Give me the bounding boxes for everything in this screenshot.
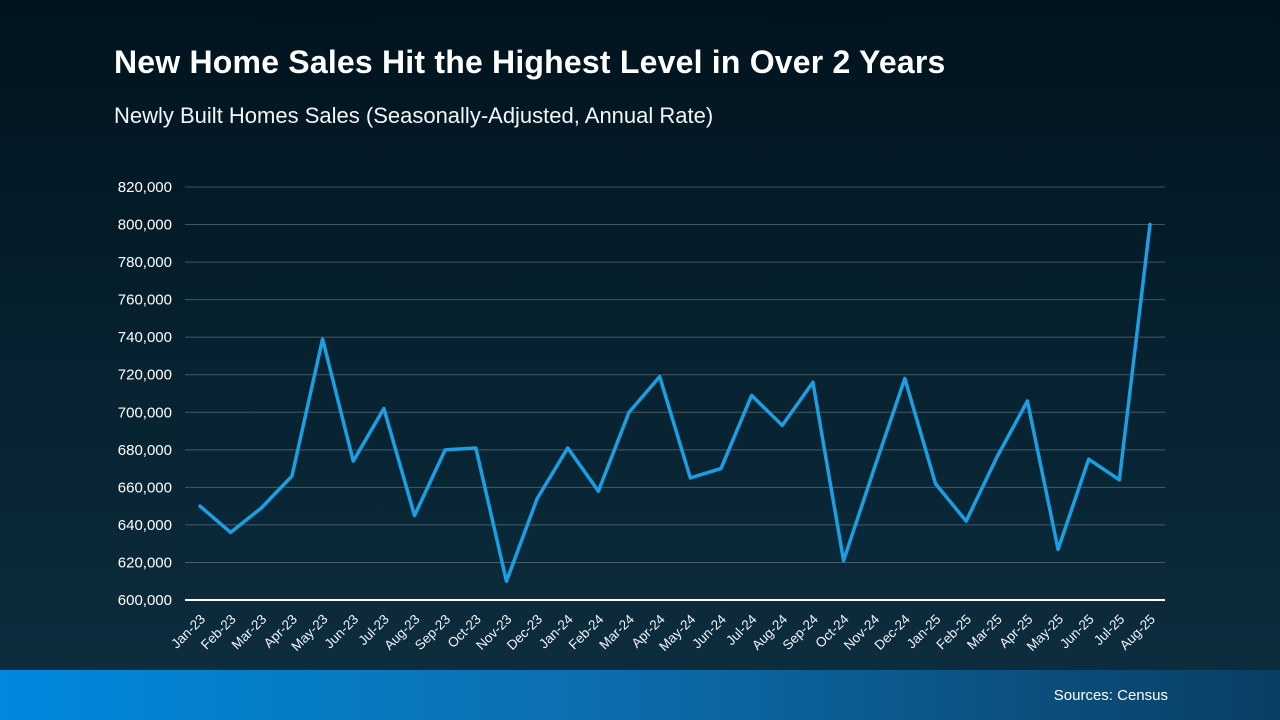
line-chart: 600,000 620,000 640,000 660,000 680,000 700,0… xyxy=(118,179,1159,654)
x-tick-label: Mar-25 xyxy=(964,612,1005,653)
y-tick-label: 700,000 xyxy=(118,404,172,421)
x-tick-label: Jun-25 xyxy=(1057,612,1097,652)
footer-bar: Sources: Census xyxy=(0,670,1280,720)
y-tick-label: 800,000 xyxy=(118,217,172,234)
y-tick-label: 680,000 xyxy=(118,442,172,459)
chart-subtitle: Newly Built Homes Sales (Seasonally-Adju… xyxy=(114,103,714,128)
chart-header: New Home Sales Hit the Highest Level in … xyxy=(114,44,1220,129)
y-tick-label: 780,000 xyxy=(118,254,172,271)
y-tick-label: 820,000 xyxy=(118,179,172,196)
x-tick-label: Sep-24 xyxy=(780,611,822,653)
y-tick-label: 760,000 xyxy=(118,292,172,309)
y-tick-label: 640,000 xyxy=(118,517,172,534)
y-tick-label: 720,000 xyxy=(118,367,172,384)
x-tick-label: Mar-23 xyxy=(229,612,270,653)
y-tick-label: 660,000 xyxy=(118,479,172,496)
y-tick-label: 600,000 xyxy=(118,592,172,609)
y-tick-label: 740,000 xyxy=(118,329,172,346)
x-tick-label: Dec-24 xyxy=(872,611,914,653)
x-tick-label: Mar-24 xyxy=(596,611,637,652)
y-tick-label: 620,000 xyxy=(118,554,172,571)
sales-data-line xyxy=(198,222,1152,583)
x-tick-label: Jun-23 xyxy=(322,612,362,652)
x-tick-label: Jun-24 xyxy=(689,611,729,651)
source-text: Sources: Census xyxy=(1053,686,1168,704)
chart-title: New Home Sales Hit the Highest Level in … xyxy=(114,44,946,80)
